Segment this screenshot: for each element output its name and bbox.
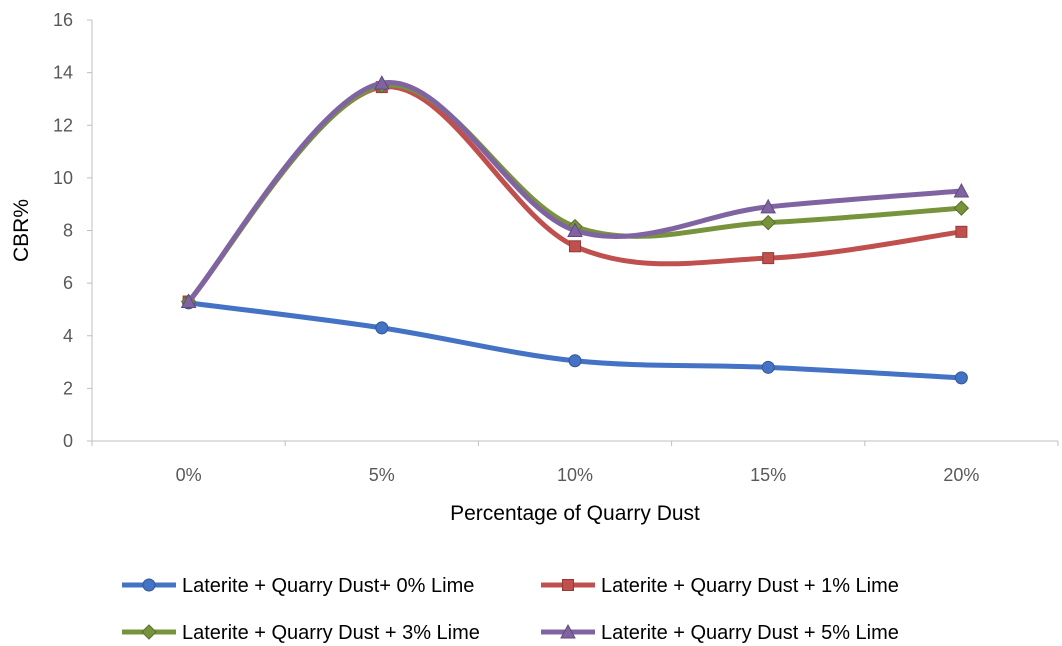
data-point-circle: [954, 371, 968, 385]
legend-marker-diamond: [141, 624, 157, 640]
series-1: [182, 296, 968, 385]
legend-entry: Laterite + Quarry Dust + 3% Lime: [122, 622, 480, 644]
legend-entry: Laterite + Quarry Dust + 5% Lime: [541, 622, 899, 644]
data-point-square: [955, 225, 968, 238]
y-tick-label: 6: [63, 273, 73, 293]
legend-marker-circle: [142, 578, 156, 592]
y-tick-label: 14: [53, 63, 73, 83]
y-tick-label: 16: [53, 10, 73, 30]
x-tick-label: 5%: [369, 465, 395, 485]
x-tick-label: 10%: [557, 465, 593, 485]
series-layer: [180, 75, 970, 385]
legend-entry: Laterite + Quarry Dust + 1% Lime: [541, 575, 899, 597]
y-tick-label: 10: [53, 168, 73, 188]
x-tick-label: 20%: [943, 465, 979, 485]
legend-entry: Laterite + Quarry Dust+ 0% Lime: [122, 575, 474, 597]
data-point-triangle: [760, 198, 777, 214]
series-4: [180, 75, 970, 309]
data-point-triangle: [953, 182, 970, 198]
y-tick-label: 4: [63, 326, 73, 346]
data-point-square: [569, 240, 581, 253]
x-tick-label: 0%: [176, 465, 202, 485]
x-tick-label: 15%: [750, 465, 786, 485]
legend-marker-square: [562, 579, 574, 591]
series-2: [182, 81, 968, 308]
data-point-circle: [761, 360, 775, 374]
legend-label: Laterite + Quarry Dust+ 0% Lime: [182, 575, 474, 597]
y-tick-label: 2: [63, 378, 73, 398]
data-point-circle: [568, 354, 582, 368]
legend-marker-triangle: [560, 623, 576, 639]
x-axis-title: Percentage of Quarry Dust: [450, 502, 700, 525]
series-3: [180, 78, 970, 310]
y-tick-label: 0: [63, 431, 73, 451]
data-point-circle: [375, 321, 389, 335]
data-point-triangle: [567, 222, 583, 237]
data-point-triangle: [180, 293, 197, 309]
axes: 0 2 4 6 8 10 12 14 16 0% 5% 10% 15% 20%: [53, 10, 1059, 485]
legend: Laterite + Quarry Dust+ 0% Lime Laterite …: [122, 575, 899, 644]
data-point-triangle: [373, 75, 390, 90]
series-line: [186, 84, 964, 305]
data-point-square: [762, 252, 775, 265]
data-point-diamond: [953, 200, 970, 216]
legend-label: Laterite + Quarry Dust + 1% Lime: [601, 575, 899, 597]
legend-label: Laterite + Quarry Dust + 5% Lime: [601, 622, 899, 644]
series-line: [186, 80, 964, 305]
data-point-diamond: [760, 214, 776, 231]
y-tick-label: 12: [53, 115, 73, 135]
series-line: [186, 82, 964, 305]
y-axis-title: CBR%: [10, 199, 33, 262]
y-tick-label: 8: [63, 221, 73, 241]
legend-label: Laterite + Quarry Dust + 3% Lime: [182, 622, 480, 644]
